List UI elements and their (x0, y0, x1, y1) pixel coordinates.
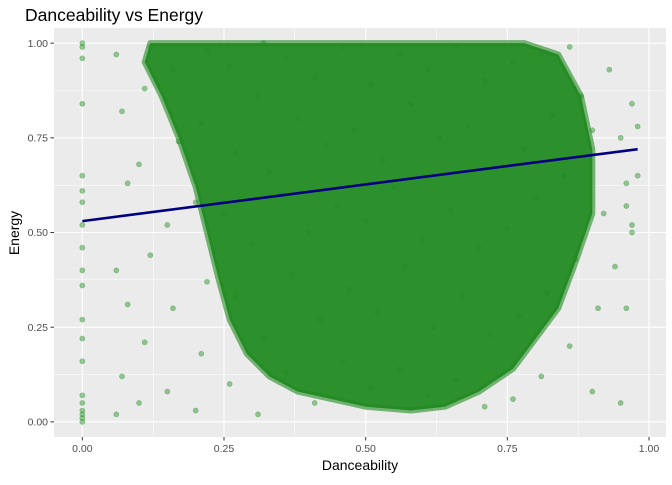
y-axis-title: Energy (6, 211, 22, 255)
dense-point-cloud (141, 40, 596, 414)
data-point (510, 396, 516, 403)
data-point (79, 199, 86, 206)
x-tick-label: 0.25 (214, 443, 235, 455)
data-point (164, 388, 171, 395)
data-point (79, 44, 86, 50)
data-point (623, 305, 630, 312)
data-point (623, 203, 630, 209)
data-point (192, 407, 199, 414)
data-point (79, 418, 86, 425)
data-point (170, 305, 176, 312)
data-point (595, 305, 601, 312)
data-point (79, 415, 86, 421)
y-tick-label: 0.00 (28, 417, 49, 429)
x-tick-label: 0.50 (355, 443, 376, 455)
data-point (141, 339, 148, 346)
data-point (113, 51, 120, 58)
data-point (79, 358, 86, 365)
data-point (629, 229, 635, 236)
data-point (589, 388, 596, 395)
trend-line (82, 147, 638, 223)
data-point (79, 55, 86, 62)
data-point (617, 134, 624, 141)
data-point (79, 187, 86, 194)
data-point (311, 400, 318, 406)
x-tick-label: 1.00 (639, 443, 660, 455)
x-tick-label: 0.75 (497, 443, 518, 455)
y-tick-label: 0.50 (28, 227, 49, 239)
data-point (119, 373, 125, 380)
data-point (136, 161, 142, 168)
data-point (481, 403, 488, 410)
data-point (79, 222, 86, 228)
y-tick-label: 0.75 (28, 133, 49, 145)
data-point (79, 392, 86, 399)
y-tick-label: 1.00 (28, 38, 49, 50)
chart-title: Danceability vs Energy (25, 5, 203, 25)
data-point (606, 66, 613, 73)
y-tick-label: 0.25 (28, 322, 49, 334)
data-point (164, 222, 171, 228)
data-point (204, 278, 210, 285)
dense-point-cloud-core (141, 40, 596, 414)
data-point (617, 400, 624, 406)
data-point (566, 44, 573, 50)
data-point (79, 100, 86, 107)
data-point (124, 180, 131, 187)
x-axis-ticks: 0.00 0.25 0.50 0.75 1.00 (72, 437, 659, 455)
x-axis-title: Danceability (322, 457, 398, 473)
data-point (79, 316, 86, 323)
data-point (629, 222, 635, 228)
data-point (566, 343, 573, 350)
data-point (113, 267, 120, 274)
data-point (629, 100, 635, 107)
data-point (226, 381, 233, 387)
data-point (538, 373, 545, 380)
data-point (198, 350, 205, 357)
y-axis-ticks: 0.00 0.25 0.50 0.75 1.00 (28, 38, 54, 429)
data-point (141, 85, 148, 92)
data-point (136, 400, 142, 406)
data-point (147, 252, 154, 259)
data-point (255, 411, 261, 418)
data-point (600, 210, 607, 217)
data-point (79, 172, 86, 179)
data-point (79, 407, 86, 414)
data-point (634, 172, 641, 179)
data-point (79, 40, 86, 47)
data-point (623, 180, 630, 187)
data-point (119, 108, 125, 115)
data-point (79, 400, 86, 406)
data-point (79, 267, 86, 274)
data-point (634, 123, 641, 130)
data-point (612, 263, 618, 270)
data-point (79, 335, 86, 342)
x-tick-label: 0.00 (72, 443, 93, 455)
data-point (79, 411, 86, 418)
data-point (113, 411, 120, 418)
trend-line-layer (82, 147, 638, 223)
data-point (79, 282, 86, 289)
data-point (79, 244, 86, 251)
data-point (124, 301, 131, 308)
